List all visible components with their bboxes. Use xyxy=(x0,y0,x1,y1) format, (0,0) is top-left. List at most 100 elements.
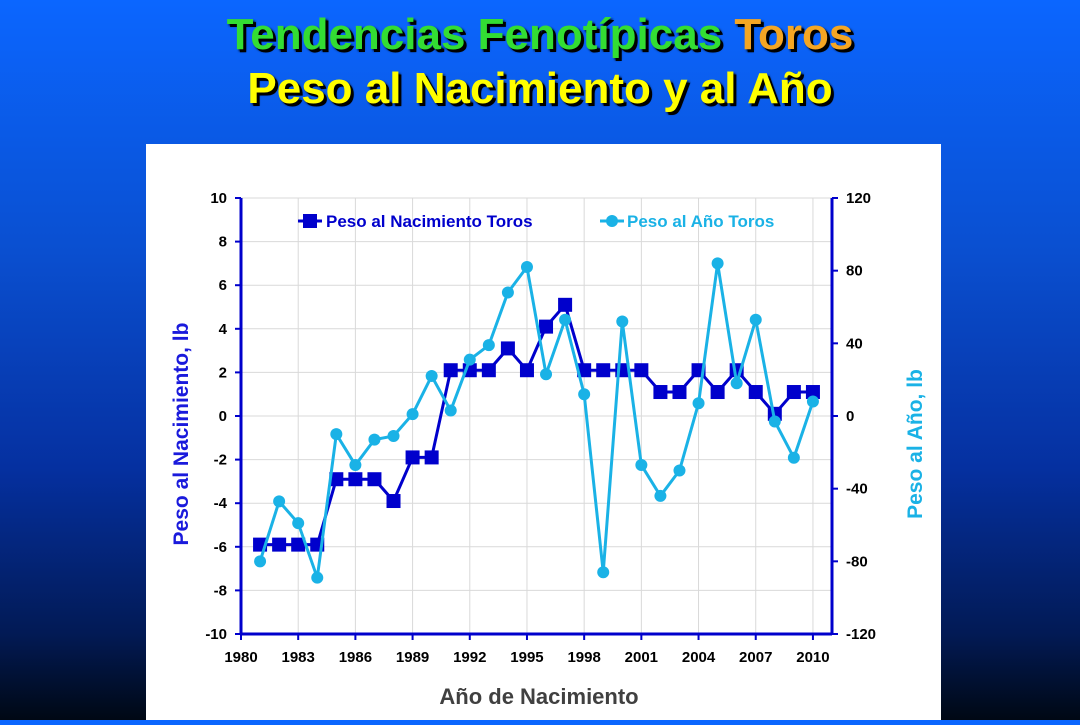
x-tick-label: 1989 xyxy=(396,649,429,666)
left-tick-label: 2 xyxy=(219,364,227,381)
data-point-circle xyxy=(349,459,362,472)
legend-marker-yearling xyxy=(606,215,618,227)
data-point-circle xyxy=(768,415,781,428)
data-point-square xyxy=(596,363,611,378)
data-point-circle xyxy=(444,404,457,417)
data-point-square xyxy=(748,385,763,400)
data-point-circle xyxy=(254,555,267,568)
right-tick-label: 0 xyxy=(846,408,854,425)
right-axis-ticks: -120 -80 -40 0 40 80 120 xyxy=(832,190,876,643)
data-point-circle xyxy=(806,395,819,408)
left-tick-label: -8 xyxy=(214,582,227,599)
data-point-circle xyxy=(597,566,610,579)
data-point-square xyxy=(786,385,801,400)
right-tick-label: -80 xyxy=(846,553,868,570)
right-tick-label: 120 xyxy=(846,190,871,207)
x-tick-label: 2007 xyxy=(739,649,772,666)
data-point-circle xyxy=(387,429,400,442)
x-tick-label: 1986 xyxy=(339,649,372,666)
x-axis-ticks: 1980 1983 1986 1989 1992 1995 1998 2001 2004 2007… xyxy=(224,634,830,666)
left-tick-label: -6 xyxy=(214,539,227,556)
data-point-circle xyxy=(635,459,648,472)
legend-label-yearling: Peso al Año Toros xyxy=(627,212,774,231)
slide-title: Tendencias Fenotípicas Toros xyxy=(0,8,1080,62)
data-point-circle xyxy=(463,353,476,366)
data-point-square xyxy=(367,472,382,487)
left-axis-label: Peso al Nacimiento, lb xyxy=(170,323,193,546)
data-point-circle xyxy=(292,517,305,530)
left-axis-ticks: -10 -8 -6 -4 -2 0 2 4 6 8 10 xyxy=(205,190,241,643)
slide-title-block: Tendencias Fenotípicas Toros Peso al Nac… xyxy=(0,8,1080,116)
right-tick-label: -120 xyxy=(846,626,876,643)
data-point-circle xyxy=(749,313,762,326)
data-point-circle xyxy=(330,428,343,441)
x-tick-label: 2010 xyxy=(796,649,829,666)
data-point-square xyxy=(710,385,725,400)
data-point-circle xyxy=(730,377,743,390)
data-point-square xyxy=(558,297,573,312)
series-line xyxy=(258,261,815,580)
slide-title-highlight: Toros xyxy=(734,10,854,59)
data-point-square xyxy=(291,537,306,552)
left-tick-label: 10 xyxy=(210,190,227,207)
chart-grid xyxy=(240,197,832,635)
data-point-square xyxy=(653,385,668,400)
x-axis-label: Año de Nacimiento xyxy=(439,684,638,709)
data-point-circle xyxy=(540,368,553,381)
data-point-circle xyxy=(406,408,419,421)
legend-label-birth: Peso al Nacimiento Toros xyxy=(326,212,533,231)
data-point-square xyxy=(539,319,554,334)
data-point-circle xyxy=(368,433,381,446)
data-point-circle xyxy=(482,339,495,352)
data-point-circle xyxy=(692,397,705,410)
data-point-circle xyxy=(578,388,591,401)
right-tick-label: -40 xyxy=(846,481,868,498)
left-tick-label: -4 xyxy=(214,495,228,512)
x-tick-label: 2004 xyxy=(682,649,716,666)
data-point-square xyxy=(329,472,344,487)
left-tick-label: -10 xyxy=(205,626,227,643)
right-axis-label: Peso al Año, lb xyxy=(904,369,927,519)
x-tick-label: 1998 xyxy=(567,649,600,666)
left-tick-label: 6 xyxy=(219,277,227,294)
data-point-square xyxy=(634,363,649,378)
data-point-square xyxy=(272,537,287,552)
x-tick-label: 1983 xyxy=(282,649,315,666)
legend-marker-birth xyxy=(303,214,317,228)
left-tick-label: 4 xyxy=(219,321,228,338)
left-tick-label: 8 xyxy=(219,234,227,251)
slide-title-main: Tendencias Fenotípicas xyxy=(226,10,723,59)
x-tick-label: 1995 xyxy=(510,649,543,666)
x-tick-label: 1980 xyxy=(224,649,257,666)
data-point-circle xyxy=(559,313,572,326)
data-point-circle xyxy=(425,370,438,383)
data-point-circle xyxy=(273,495,286,508)
data-point-square xyxy=(443,363,458,378)
data-point-circle xyxy=(654,489,667,502)
data-point-circle xyxy=(673,464,686,477)
data-point-circle xyxy=(787,451,800,464)
data-point-square xyxy=(405,450,420,465)
series-yearling-weight xyxy=(254,257,819,584)
series-birth-weight xyxy=(253,297,820,552)
x-tick-label: 1992 xyxy=(453,649,486,666)
data-point-circle xyxy=(616,315,629,328)
data-point-circle xyxy=(501,286,514,299)
data-point-square xyxy=(577,363,592,378)
x-tick-label: 2001 xyxy=(625,649,658,666)
data-point-square xyxy=(805,385,820,400)
chart-svg: -10 -8 -6 -4 -2 0 2 4 6 8 10 -120 -80 -40 0 40 80 120 19… xyxy=(170,190,927,709)
data-point-circle xyxy=(520,261,533,274)
slide-subtitle: Peso al Nacimiento y al Año xyxy=(247,64,833,113)
series-layer xyxy=(253,257,820,584)
chart-legend: Peso al Nacimiento Toros Peso al Año Toro… xyxy=(298,212,774,231)
right-tick-label: 40 xyxy=(846,335,863,352)
data-point-circle xyxy=(711,257,724,270)
data-point-square xyxy=(386,494,401,509)
right-tick-label: 80 xyxy=(846,263,863,280)
data-point-square xyxy=(424,450,439,465)
data-point-square xyxy=(348,472,363,487)
data-point-square xyxy=(672,385,687,400)
data-point-square xyxy=(481,363,496,378)
data-point-circle xyxy=(311,571,324,584)
